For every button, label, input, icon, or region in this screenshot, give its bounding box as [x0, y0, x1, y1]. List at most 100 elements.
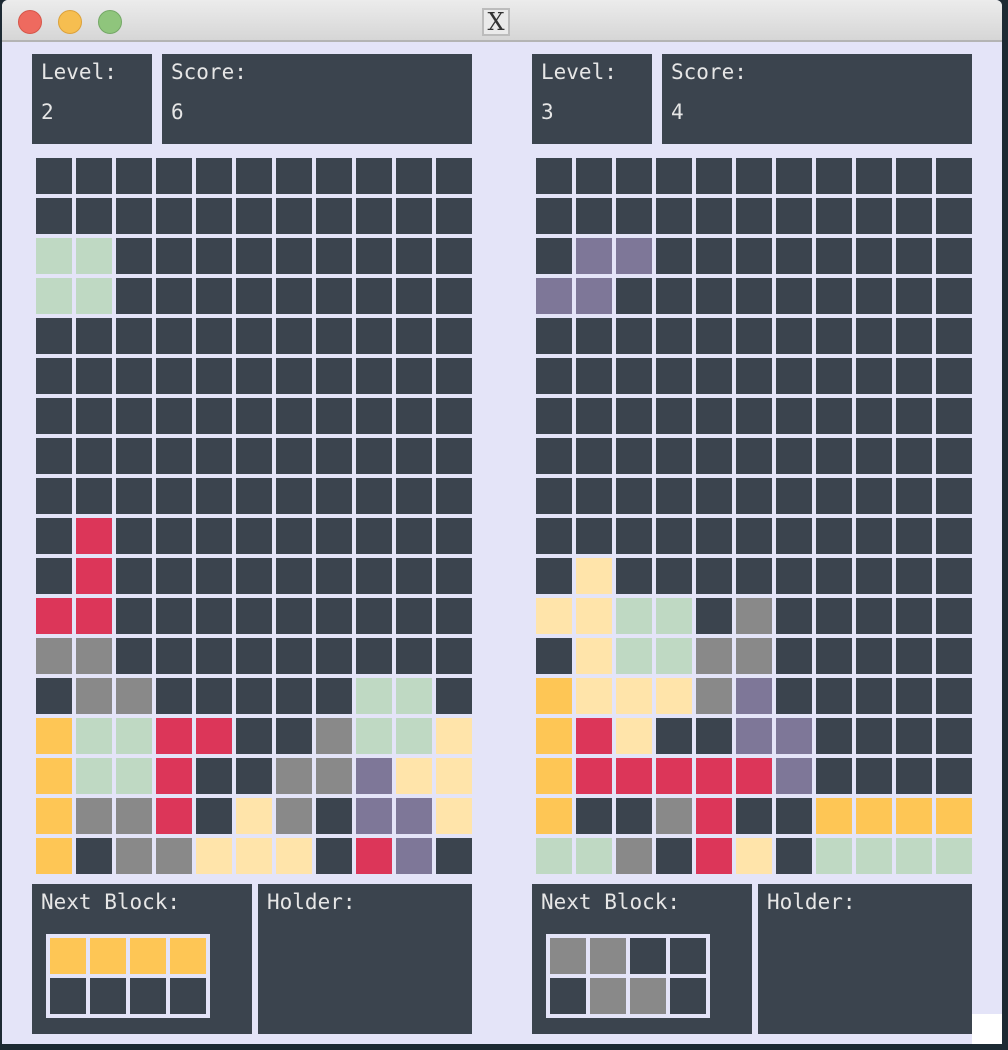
board-filled-cell [356, 838, 392, 874]
minimize-button[interactable] [58, 10, 82, 34]
board-filled-cell [396, 798, 432, 834]
board-empty-cell [116, 198, 152, 234]
next-block-filled-cell [50, 938, 86, 974]
p2-next-block-panel: Next Block: [532, 884, 752, 1034]
board-empty-cell [536, 318, 572, 354]
board-empty-cell [936, 718, 972, 754]
next-block-filled-cell [170, 938, 206, 974]
board-empty-cell [436, 398, 472, 434]
next-block-empty-cell [670, 938, 706, 974]
board-empty-cell [616, 558, 652, 594]
board-empty-cell [196, 598, 232, 634]
board-empty-cell [356, 478, 392, 514]
board-filled-cell [696, 678, 732, 714]
board-empty-cell [396, 198, 432, 234]
board-empty-cell [236, 598, 272, 634]
board-empty-cell [816, 278, 852, 314]
board-empty-cell [356, 238, 392, 274]
board-filled-cell [736, 758, 772, 794]
board-filled-cell [896, 838, 932, 874]
board-empty-cell [276, 238, 312, 274]
board-empty-cell [616, 478, 652, 514]
board-empty-cell [276, 518, 312, 554]
board-empty-cell [236, 478, 272, 514]
p1-next-block-label: Next Block: [41, 890, 181, 914]
board-empty-cell [396, 638, 432, 674]
board-empty-cell [116, 158, 152, 194]
title-bar[interactable]: X [2, 0, 1002, 42]
board-empty-cell [196, 238, 232, 274]
board-empty-cell [776, 638, 812, 674]
board-filled-cell [576, 838, 612, 874]
board-empty-cell [736, 518, 772, 554]
board-empty-cell [356, 558, 392, 594]
board-filled-cell [76, 278, 112, 314]
board-empty-cell [276, 438, 312, 474]
board-empty-cell [936, 478, 972, 514]
board-empty-cell [896, 598, 932, 634]
board-empty-cell [696, 278, 732, 314]
board-filled-cell [396, 838, 432, 874]
maximize-button[interactable] [98, 10, 122, 34]
board-filled-cell [856, 798, 892, 834]
board-empty-cell [236, 518, 272, 554]
board-empty-cell [156, 678, 192, 714]
board-empty-cell [436, 598, 472, 634]
board-filled-cell [856, 838, 892, 874]
board-filled-cell [76, 558, 112, 594]
board-empty-cell [156, 558, 192, 594]
board-empty-cell [396, 398, 432, 434]
board-empty-cell [936, 758, 972, 794]
board-empty-cell [436, 518, 472, 554]
board-empty-cell [276, 478, 312, 514]
board-empty-cell [776, 398, 812, 434]
next-block-filled-cell [590, 938, 626, 974]
next-block-empty-cell [630, 938, 666, 974]
board-filled-cell [736, 838, 772, 874]
board-filled-cell [356, 798, 392, 834]
board-empty-cell [656, 438, 692, 474]
board-filled-cell [156, 838, 192, 874]
board-empty-cell [116, 598, 152, 634]
board-empty-cell [536, 438, 572, 474]
board-empty-cell [156, 598, 192, 634]
board-empty-cell [656, 198, 692, 234]
board-empty-cell [396, 278, 432, 314]
board-filled-cell [276, 838, 312, 874]
board-filled-cell [616, 638, 652, 674]
board-empty-cell [936, 158, 972, 194]
board-filled-cell [116, 798, 152, 834]
board-empty-cell [856, 638, 892, 674]
board-empty-cell [896, 558, 932, 594]
board-empty-cell [816, 158, 852, 194]
board-empty-cell [396, 238, 432, 274]
board-empty-cell [436, 318, 472, 354]
p2-level-label: Level: [541, 60, 617, 84]
board-empty-cell [816, 398, 852, 434]
board-empty-cell [536, 638, 572, 674]
board-empty-cell [536, 518, 572, 554]
board-filled-cell [696, 638, 732, 674]
resize-corner[interactable] [972, 1014, 1002, 1044]
board-filled-cell [616, 718, 652, 754]
board-empty-cell [196, 278, 232, 314]
board-filled-cell [156, 718, 192, 754]
board-empty-cell [76, 438, 112, 474]
board-filled-cell [276, 758, 312, 794]
board-empty-cell [616, 278, 652, 314]
p2-next-block-label: Next Block: [541, 890, 681, 914]
board-empty-cell [576, 478, 612, 514]
board-empty-cell [436, 638, 472, 674]
close-button[interactable] [18, 10, 42, 34]
board-empty-cell [776, 558, 812, 594]
board-empty-cell [856, 758, 892, 794]
board-empty-cell [236, 678, 272, 714]
board-empty-cell [396, 438, 432, 474]
board-empty-cell [656, 358, 692, 394]
board-empty-cell [856, 478, 892, 514]
board-empty-cell [316, 678, 352, 714]
board-empty-cell [316, 318, 352, 354]
board-empty-cell [856, 158, 892, 194]
board-empty-cell [736, 358, 772, 394]
board-empty-cell [36, 318, 72, 354]
